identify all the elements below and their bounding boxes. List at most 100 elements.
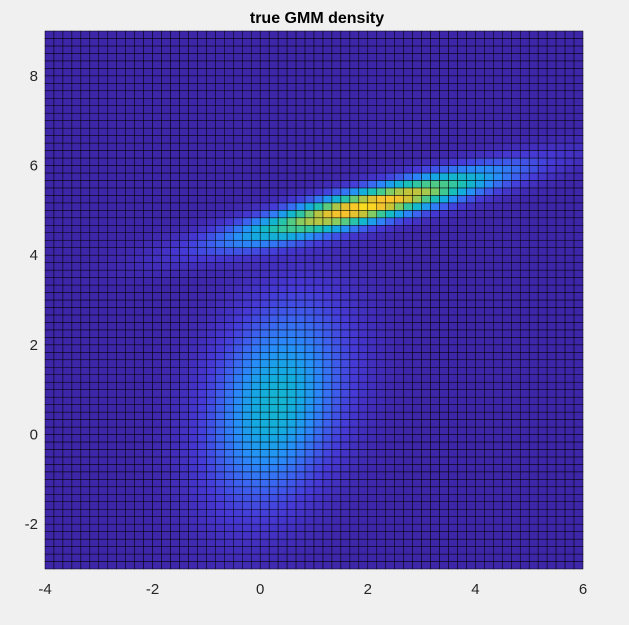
heatmap-cell [484, 464, 494, 473]
heatmap-cell [376, 516, 386, 525]
heatmap-cell [412, 30, 422, 39]
heatmap-cell [430, 494, 440, 502]
heatmap-cell [71, 165, 82, 174]
heatmap-cell [71, 239, 82, 248]
heatmap-cell [511, 322, 521, 331]
heatmap-cell [430, 381, 440, 390]
heatmap-cell [466, 553, 476, 562]
heatmap-cell [71, 127, 82, 136]
heatmap-cell [484, 389, 494, 398]
heatmap-cell [403, 75, 413, 84]
heatmap-cell [475, 352, 485, 361]
heatmap-cell [206, 135, 216, 144]
heatmap-cell [250, 120, 261, 129]
heatmap-cell [511, 105, 521, 114]
heatmap-cell [161, 292, 171, 301]
heatmap-cell [233, 494, 243, 502]
heatmap-cell [304, 538, 315, 547]
heatmap-cell [170, 389, 180, 398]
heatmap-cell [295, 225, 306, 233]
heatmap-cell [107, 172, 117, 181]
heatmap-cell [125, 337, 135, 346]
heatmap-cell [519, 157, 530, 166]
heatmap-cell [430, 374, 440, 383]
heatmap-cell [502, 165, 512, 174]
heatmap-cell [259, 53, 270, 62]
heatmap-cell [511, 389, 521, 398]
heatmap-cell [286, 98, 297, 106]
heatmap-cell [233, 434, 243, 443]
heatmap-cell [466, 68, 476, 77]
heatmap-cell [421, 142, 431, 151]
heatmap-cell [394, 247, 404, 256]
heatmap-cell [555, 105, 566, 114]
heatmap-cell [403, 449, 413, 458]
heatmap-cell [412, 277, 422, 286]
heatmap-cell [448, 367, 458, 375]
heatmap-cell [62, 381, 73, 390]
heatmap-cell [242, 180, 252, 189]
heatmap-cell [304, 127, 315, 136]
heatmap-cell [376, 284, 386, 293]
heatmap-cell [98, 404, 109, 413]
heatmap-cell [134, 322, 144, 331]
heatmap-cell [215, 239, 225, 248]
heatmap-cell [385, 210, 395, 219]
heatmap-cell [537, 150, 548, 159]
heatmap-cell [116, 210, 126, 219]
heatmap-cell [439, 337, 449, 346]
heatmap-cell [394, 337, 404, 346]
heatmap-cell [484, 546, 494, 555]
heatmap-cell [242, 359, 252, 368]
heatmap-cell [62, 494, 73, 502]
y-tick-label: -2 [25, 516, 38, 533]
heatmap-cell [125, 546, 135, 555]
heatmap-cell [89, 434, 100, 443]
heatmap-cell [349, 307, 360, 316]
heatmap-cell [555, 262, 566, 271]
heatmap-cell [170, 553, 180, 562]
heatmap-cell [511, 157, 521, 166]
heatmap-cell [457, 135, 467, 144]
heatmap-cell [134, 150, 144, 159]
heatmap-cell [71, 307, 82, 316]
heatmap-cell [519, 60, 530, 69]
heatmap-cell [233, 307, 243, 316]
heatmap-cell [573, 105, 584, 114]
heatmap-cell [493, 538, 503, 547]
heatmap-cell [430, 262, 440, 271]
heatmap-cell [573, 374, 584, 383]
heatmap-cell [430, 30, 440, 39]
heatmap-cell [89, 367, 100, 375]
heatmap-cell [98, 538, 109, 547]
heatmap-cell [466, 217, 476, 226]
heatmap-cell [53, 456, 64, 465]
heatmap-cell [304, 165, 315, 174]
heatmap-cell [286, 172, 297, 181]
heatmap-cell [53, 262, 64, 271]
heatmap-cell [44, 165, 55, 174]
heatmap-cell [134, 172, 144, 181]
heatmap-cell [349, 269, 360, 278]
heatmap-cell [331, 45, 342, 54]
heatmap-cell [573, 322, 584, 331]
heatmap-cell [188, 508, 198, 517]
heatmap-cell [528, 389, 539, 398]
heatmap-cell [53, 217, 64, 226]
heatmap-cell [116, 389, 126, 398]
heatmap-cell [528, 396, 539, 405]
heatmap-cell [125, 322, 135, 331]
heatmap-cell [322, 516, 333, 525]
heatmap-cell [125, 83, 135, 92]
heatmap-cell [215, 523, 225, 532]
heatmap-cell [250, 83, 261, 92]
heatmap-cell [134, 299, 144, 308]
heatmap-cell [439, 142, 449, 151]
heatmap-cell [439, 232, 449, 241]
heatmap-cell [421, 30, 431, 39]
heatmap-cell [80, 195, 91, 204]
heatmap-cell [358, 411, 369, 420]
heatmap-cell [295, 30, 306, 39]
heatmap-cell [125, 277, 135, 286]
heatmap-cell [546, 180, 557, 189]
